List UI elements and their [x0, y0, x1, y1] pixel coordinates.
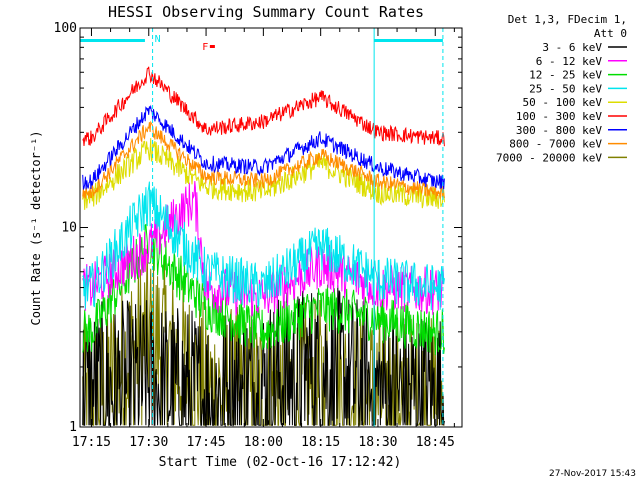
annotation-label-n: N [155, 34, 161, 45]
x-tick-label: 17:15 [72, 435, 111, 450]
series-6-12-kev-line [82, 181, 445, 317]
legend-header-line2: Att 0 [594, 27, 627, 40]
plot-area: NF [80, 28, 445, 427]
x-tick-label: 17:45 [186, 435, 225, 450]
chart-title: HESSI Observing Summary Count Rates [108, 3, 424, 21]
legend-entry-label: 800 - 7000 keV [509, 138, 602, 151]
series-50-100-kev-line [82, 138, 445, 210]
series-12-25-kev-line [82, 223, 445, 356]
legend-entry-label: 100 - 300 keV [516, 110, 602, 123]
x-tick-label: 18:30 [358, 435, 397, 450]
y-tick-label: 1 [69, 420, 77, 435]
series-25-50-kev-line [82, 181, 445, 311]
x-tick-label: 18:15 [301, 435, 340, 450]
axes: 17:15 17:30 17:45 18:00 18:15 18:30 18:45 1 10 10… [54, 21, 463, 450]
annotation-label-f: F [202, 42, 208, 53]
y-tick-label: 100 [54, 21, 77, 36]
footer-date: 27-Nov-2017 15:43 [549, 469, 636, 479]
y-tick-label: 10 [61, 221, 77, 236]
legend-entry-label: 12 - 25 keV [529, 69, 602, 82]
x-tick-label: 18:45 [416, 435, 455, 450]
legend-entry-label: 3 - 6 keV [542, 41, 602, 54]
legend-entry-label: 300 - 800 keV [516, 124, 602, 137]
x-tick-label: 17:30 [129, 435, 168, 450]
legend-entry-label: 25 - 50 keV [529, 82, 602, 95]
flare-flag-mark [209, 45, 215, 48]
legend-header-line1: Det 1,3, FDecim 1, [508, 13, 627, 26]
series-3-6-kev-line [82, 285, 445, 427]
series-300-800-kev-line [82, 104, 445, 191]
legend-entry-label: 6 - 12 keV [536, 55, 603, 68]
series-800-7000-kev-line [82, 120, 445, 200]
legend-entry-label: 50 - 100 keV [523, 96, 603, 109]
legend-entry-label: 7000 - 20000 keV [496, 151, 602, 164]
x-tick-label: 18:00 [244, 435, 283, 450]
x-axis-label: Start Time (02-Oct-16 17:12:42) [159, 455, 402, 470]
series-100-300-kev-line [82, 66, 445, 147]
night-bar-0 [80, 39, 145, 42]
night-bar-1 [374, 39, 443, 42]
y-axis-label: Count Rate (s⁻¹ detector⁻¹) [29, 130, 43, 325]
